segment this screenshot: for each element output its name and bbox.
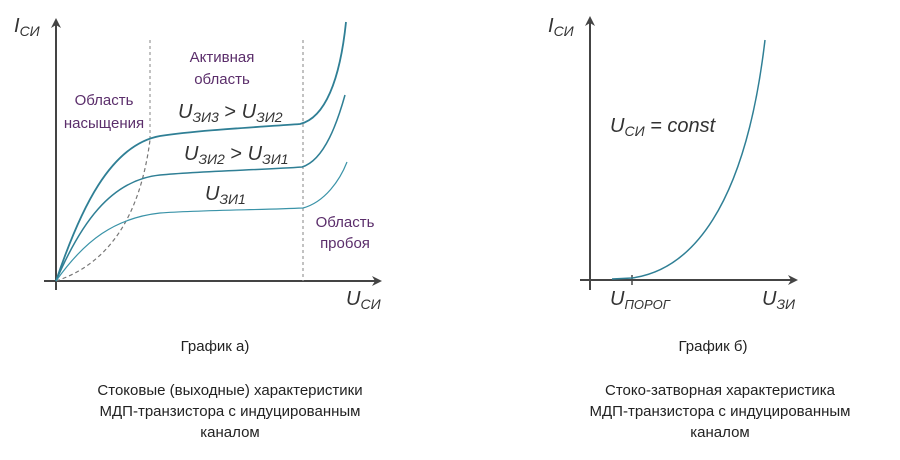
threshold-label: UПОРОГ <box>610 288 671 312</box>
breakdown-region-label: Область пробоя <box>316 214 375 252</box>
caption-line: Стоковые (выходные) характеристики <box>97 382 363 399</box>
condition-label: UСИ = const <box>610 115 717 139</box>
x-axis-label: UСИ <box>346 288 382 312</box>
caption-line: МДП-транзистора с индуцированным <box>99 403 361 420</box>
curve-label-uzi3: UЗИ3 > UЗИ2 <box>178 101 283 125</box>
graph-a-title: График а) <box>180 338 250 355</box>
graph-a-caption: Стоковые (выходные) характеристики МДП-т… <box>40 380 420 443</box>
x-axis-label: UЗИ <box>762 288 796 312</box>
caption-line: Стоко-затворная характеристика <box>605 382 835 399</box>
curve-uzi3 <box>55 21 347 282</box>
curve-label-uzi1: UЗИ1 <box>205 183 246 207</box>
curve-label-uzi2: UЗИ2 > UЗИ1 <box>184 143 289 167</box>
curve-uzi2 <box>55 94 346 282</box>
saturation-parabola <box>55 139 151 282</box>
caption-line: МДП-транзистора с индуцированным <box>589 403 851 420</box>
curve-uzi1 <box>55 161 348 282</box>
graph-b: IСИ UЗИ UПОРОГ UСИ = const <box>548 15 798 312</box>
graph-a: IСИ UСИ Область насыщения Активная область… <box>14 15 382 312</box>
graph-b-caption: Стоко-затворная характеристика МДП-транз… <box>530 380 900 443</box>
saturation-region-label: Область насыщения <box>64 92 144 132</box>
graph-b-title: График б) <box>678 338 748 355</box>
y-axis-label: IСИ <box>548 15 575 39</box>
caption-line: каналом <box>200 424 260 441</box>
y-axis-label: IСИ <box>14 15 41 39</box>
caption-line: каналом <box>690 424 750 441</box>
transfer-curve <box>611 39 766 280</box>
active-region-label: Активная область <box>190 49 255 88</box>
